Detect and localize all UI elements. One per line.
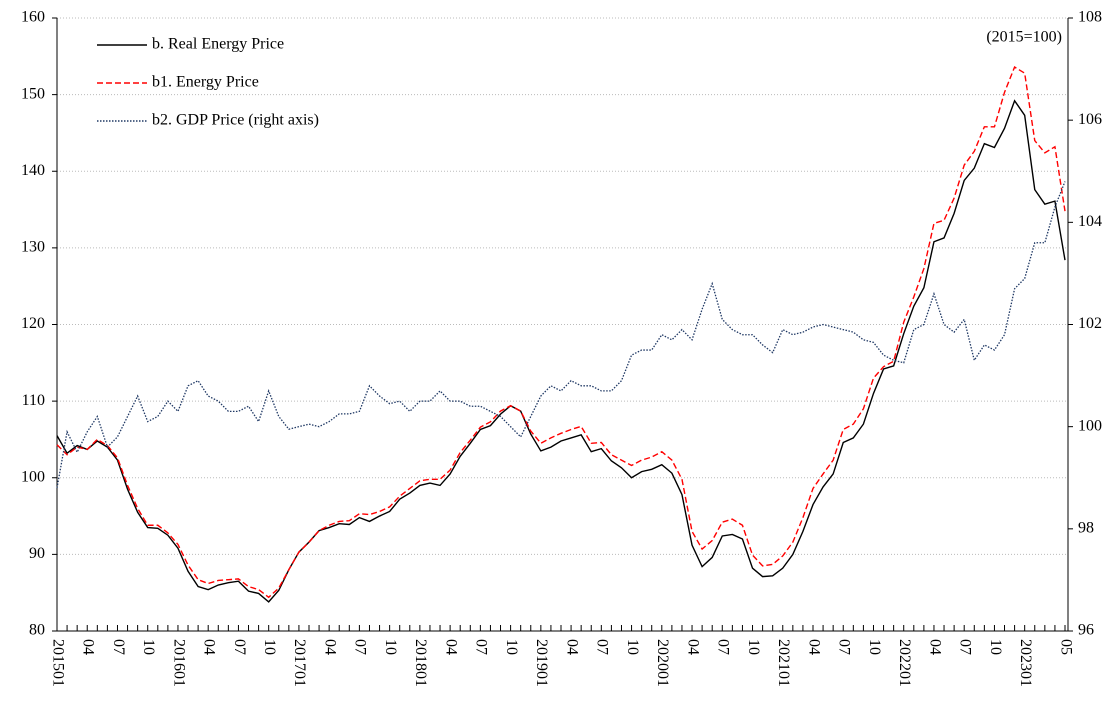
x-tick-label: 05 — [1057, 639, 1074, 655]
y-tick-label: 150 — [21, 85, 45, 102]
y-tick-label: 130 — [21, 239, 45, 256]
legend-label: b2. GDP Price (right axis) — [152, 112, 319, 129]
x-tick-label: 10 — [261, 639, 278, 655]
y-tick-label: 160 — [21, 9, 45, 26]
x-tick-label: 10 — [987, 639, 1004, 655]
x-tick-label: 202201 — [896, 639, 913, 687]
x-tick-label: 10 — [745, 639, 762, 655]
y-tick-label: 120 — [21, 315, 45, 332]
x-tick-label: 201801 — [412, 639, 429, 687]
series-line — [56, 66, 1066, 599]
x-tick-label: 201501 — [49, 639, 66, 687]
y2-tick-label: 108 — [1078, 9, 1102, 26]
legend-label: b. Real Energy Price — [152, 36, 284, 53]
x-tick-label: 04 — [80, 639, 97, 655]
x-tick-label: 10 — [624, 639, 641, 655]
legend-label: b1. Energy Price — [152, 74, 259, 91]
y2-tick-label: 106 — [1078, 111, 1102, 128]
y2-tick-label: 98 — [1078, 520, 1094, 537]
annotation: (2015=100) — [986, 29, 1062, 46]
x-tick-label: 10 — [503, 639, 520, 655]
x-tick-label: 10 — [140, 639, 157, 655]
x-tick-label: 04 — [563, 639, 580, 655]
y-tick-label: 140 — [21, 162, 45, 179]
y2-tick-label: 102 — [1078, 315, 1102, 332]
x-tick-label: 07 — [352, 639, 369, 655]
x-tick-label: 07 — [110, 639, 127, 655]
x-tick-label: 10 — [866, 639, 883, 655]
x-tick-label: 202301 — [1017, 639, 1034, 687]
x-tick-label: 201901 — [533, 639, 550, 687]
x-tick-label: 07 — [715, 639, 732, 655]
x-tick-label: 07 — [957, 639, 974, 655]
x-tick-label: 04 — [684, 639, 701, 655]
x-tick-label: 04 — [926, 639, 943, 655]
x-tick-label: 04 — [442, 639, 459, 655]
y-tick-label: 90 — [29, 545, 45, 562]
x-tick-label: 07 — [473, 639, 490, 655]
series-line — [56, 99, 1066, 603]
x-tick-label: 202001 — [654, 639, 671, 687]
y-tick-label: 80 — [29, 622, 45, 639]
x-tick-label: 07 — [231, 639, 248, 655]
x-tick-label: 04 — [201, 639, 218, 655]
x-tick-label: 07 — [594, 639, 611, 655]
series-line — [56, 181, 1066, 489]
y-tick-label: 110 — [22, 392, 45, 409]
y2-tick-label: 100 — [1078, 417, 1102, 434]
x-tick-label: 04 — [321, 639, 338, 655]
x-tick-label: 201701 — [291, 639, 308, 687]
x-tick-label: 202101 — [775, 639, 792, 687]
y2-tick-label: 96 — [1078, 622, 1094, 639]
x-tick-label: 07 — [836, 639, 853, 655]
x-tick-label: 04 — [805, 639, 822, 655]
x-tick-label: 10 — [382, 639, 399, 655]
x-tick-label: 201601 — [170, 639, 187, 687]
y2-tick-label: 104 — [1078, 213, 1102, 230]
y-tick-label: 100 — [21, 468, 45, 485]
